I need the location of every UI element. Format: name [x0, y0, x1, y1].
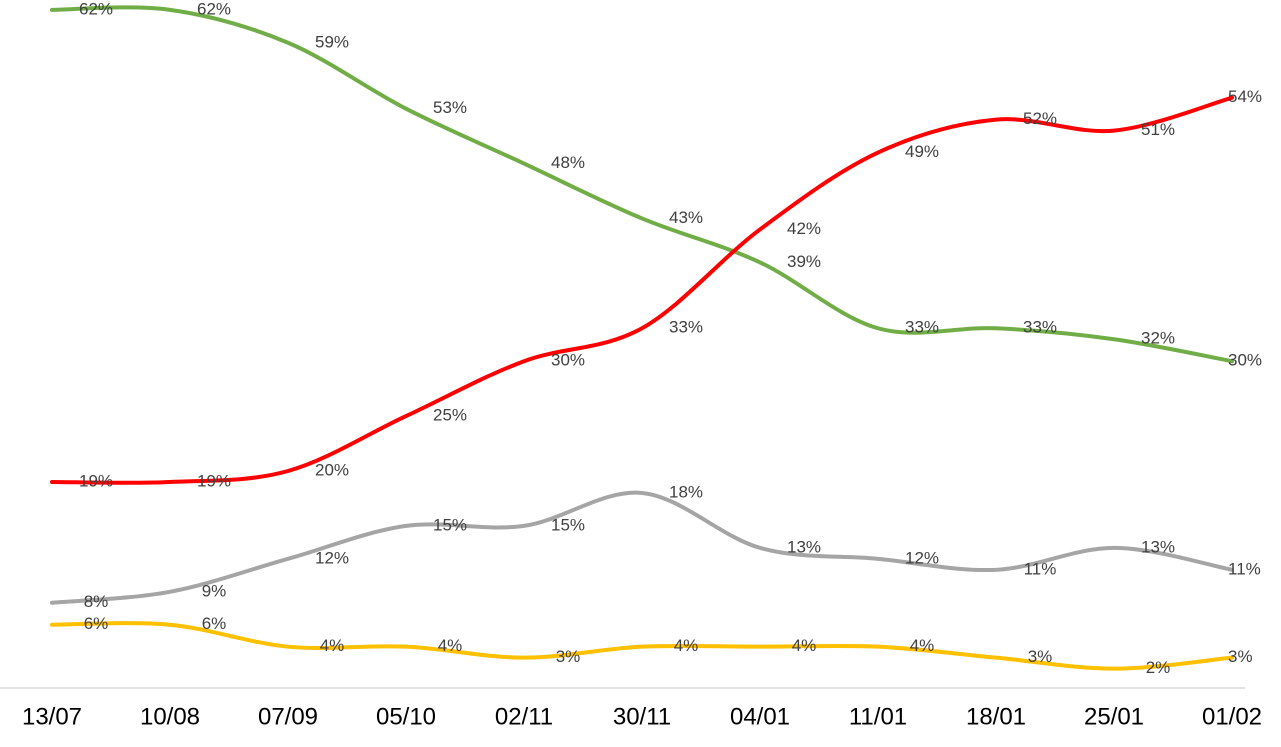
x-tick-label: 02/11 [495, 703, 553, 730]
data-label: 3% [556, 647, 581, 666]
x-tick-label: 10/08 [140, 703, 200, 730]
x-tick-label: 05/10 [376, 703, 436, 730]
series-line [50, 95, 1234, 485]
data-label: 51% [1141, 120, 1175, 139]
data-label: 4% [910, 636, 935, 655]
data-label: 8% [84, 592, 109, 611]
data-label: 42% [787, 219, 821, 238]
data-label: 20% [315, 460, 349, 479]
data-label: 33% [905, 318, 939, 337]
x-tick-label: 18/01 [966, 703, 1026, 730]
data-label: 11% [1024, 559, 1057, 578]
series-line [50, 5, 1234, 364]
data-label: 15% [433, 515, 467, 534]
data-label: 30% [551, 351, 585, 370]
x-tick-label: 01/02 [1202, 703, 1262, 730]
data-label: 33% [1023, 318, 1057, 337]
data-label: 54% [1228, 87, 1262, 106]
x-tick-label: 13/07 [22, 703, 82, 730]
data-label: 49% [905, 142, 939, 161]
series-line [50, 490, 1234, 605]
data-label: 15% [551, 515, 585, 534]
data-label: 39% [787, 252, 821, 271]
data-label: 4% [438, 636, 463, 655]
x-tick-label: 25/01 [1084, 703, 1144, 730]
data-label: 13% [1141, 537, 1175, 556]
x-tick-label: 04/01 [730, 703, 790, 730]
data-label: 2% [1146, 658, 1171, 677]
data-label: 30% [1228, 351, 1262, 370]
data-label: 62% [197, 0, 231, 18]
data-label: 6% [84, 614, 109, 633]
data-label: 4% [320, 636, 345, 655]
data-label: 6% [202, 614, 227, 633]
data-label: 19% [197, 471, 231, 490]
data-label: 59% [315, 32, 349, 51]
data-label: 12% [905, 548, 939, 567]
data-label: 9% [202, 581, 227, 600]
data-label: 18% [669, 482, 703, 501]
data-label: 3% [1028, 647, 1053, 666]
data-label: 33% [669, 318, 703, 337]
data-label: 53% [433, 98, 467, 117]
data-label: 62% [79, 0, 113, 18]
data-label: 48% [551, 153, 585, 172]
data-label: 11% [1228, 559, 1261, 578]
data-label: 13% [787, 537, 821, 556]
data-label: 3% [1228, 647, 1253, 666]
data-label: 52% [1023, 109, 1057, 128]
data-label: 12% [315, 548, 349, 567]
data-label: 4% [792, 636, 817, 655]
data-label: 19% [79, 471, 113, 490]
data-label: 4% [674, 636, 699, 655]
x-tick-label: 07/09 [258, 703, 318, 730]
x-tick-label: 11/01 [849, 703, 907, 730]
series-line [50, 621, 1234, 671]
data-label: 32% [1141, 329, 1175, 348]
data-label: 43% [669, 208, 703, 227]
x-tick-label: 30/11 [613, 703, 671, 730]
data-label: 25% [433, 406, 467, 425]
